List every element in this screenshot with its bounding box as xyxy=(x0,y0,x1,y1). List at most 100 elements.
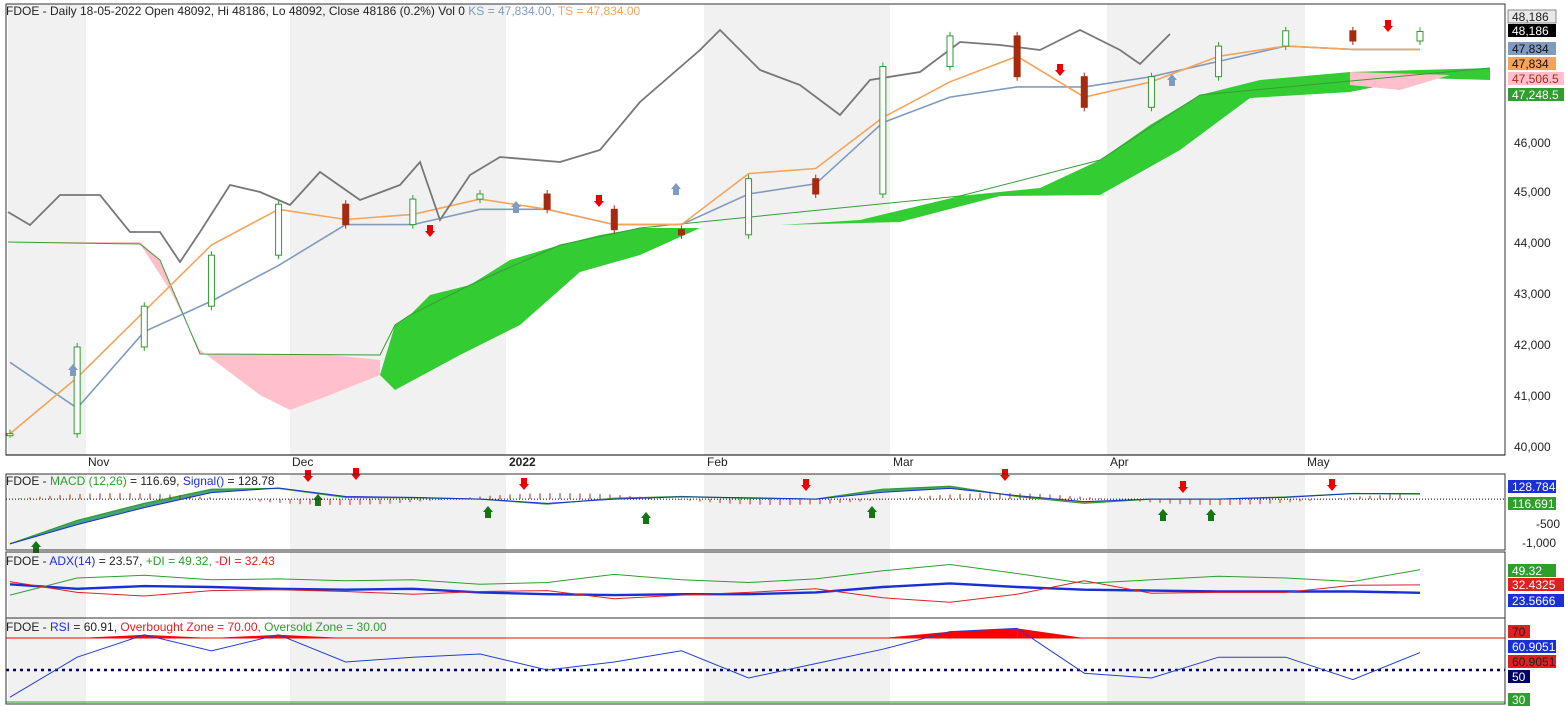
senkou-a-tag-bg xyxy=(1508,88,1564,101)
x-axis: Nov Dec 2022 Feb Mar Apr May xyxy=(88,455,1330,469)
y-tick-label: 45,000 xyxy=(1514,185,1551,199)
rsi-value-tags: 70 60.9051 60.9051 50 30 xyxy=(1508,625,1556,706)
candle-body xyxy=(1147,76,1155,108)
month-shade-band xyxy=(704,618,890,704)
ks-tag: 47,834 xyxy=(1512,42,1549,56)
last-tag-bg xyxy=(1508,24,1556,37)
sell-arrow-icon xyxy=(801,479,811,491)
close-tag: 48,186 xyxy=(1512,10,1549,24)
sell-arrow-icon xyxy=(425,225,435,237)
x-month-label: Feb xyxy=(707,455,728,469)
adx-tag: 23.5666 xyxy=(1512,594,1556,608)
buy-arrow-icon xyxy=(483,506,493,518)
month-shade-band xyxy=(8,474,86,550)
rsi-overbought-fill xyxy=(1017,628,1085,638)
rsi-panel-title: FDOE - RSI = 60.91, Overbought Zone = 70… xyxy=(6,620,387,634)
ichimoku-cloud xyxy=(7,67,1491,410)
candle-body xyxy=(275,203,283,256)
month-shade-band xyxy=(8,618,86,704)
rsi-overbought-fill xyxy=(211,634,279,638)
month-shade-band xyxy=(8,4,86,455)
y-tick-label: 44,000 xyxy=(1514,236,1551,250)
month-shade-band xyxy=(1107,552,1305,618)
buy-arrow-icon xyxy=(511,201,521,213)
price-panel-title: FDOE - Daily 18-05-2022 Open 48092, Hi 4… xyxy=(6,4,641,18)
mid-tag-bg xyxy=(1508,670,1530,683)
rsi-tag2: 60.9051 xyxy=(1512,655,1556,669)
os-tag-bg xyxy=(1508,693,1530,706)
indicator-panels xyxy=(6,485,1505,703)
y-tick-label: 42,000 xyxy=(1514,338,1551,352)
signal-tag-bg xyxy=(1508,480,1556,493)
candle-body xyxy=(745,178,753,236)
os-tag: 30 xyxy=(1512,693,1526,706)
candle-body xyxy=(543,193,551,210)
candle-body xyxy=(1416,31,1424,42)
buy-arrow-icon xyxy=(68,364,78,376)
senkou-span-line xyxy=(7,67,1491,356)
y-tick-label: 40,000 xyxy=(1514,440,1551,454)
month-shade-band xyxy=(1107,474,1305,550)
candlesticks xyxy=(6,26,1424,438)
x-year-label: 2022 xyxy=(509,455,536,469)
buy-arrow-icon xyxy=(1167,74,1177,86)
ts-tag: 47,834 xyxy=(1512,57,1549,71)
month-shade-band xyxy=(704,4,890,455)
buy-arrow-icon xyxy=(1158,509,1168,521)
sell-arrow-icon xyxy=(303,470,313,482)
rsi-overbought-fill xyxy=(77,634,145,638)
minus-di-tag: 32.4325 xyxy=(1512,578,1556,592)
mid-tag: 50 xyxy=(1512,670,1526,684)
cloud-bullish-area xyxy=(380,68,1490,390)
rsi-overbought-fill xyxy=(882,631,950,638)
adx-value-tags: 49.32 32.4325 23.5666 xyxy=(1508,564,1564,608)
cloud-bearish-area xyxy=(8,242,380,410)
x-month-label: Apr xyxy=(1110,455,1129,469)
adx-tag-bg xyxy=(1508,594,1564,607)
candle-body xyxy=(812,178,820,195)
candle-body xyxy=(409,198,417,226)
signal-line xyxy=(9,487,1421,545)
sell-arrow-icon xyxy=(1055,64,1065,76)
macd-panel-title: FDOE - MACD (12,26) = 116.69, Signal() =… xyxy=(6,474,275,488)
minus-di-tag-bg xyxy=(1508,578,1564,591)
month-shade-band xyxy=(1107,4,1305,455)
ts-legend: TS = 47,834.00 xyxy=(558,4,641,18)
ks-legend: KS = 47,834.00, xyxy=(468,4,554,18)
signal-tag: 128.784 xyxy=(1512,480,1556,494)
x-month-label: Mar xyxy=(893,455,914,469)
x-month-label: Nov xyxy=(88,455,109,469)
candle-body xyxy=(610,208,618,231)
y-tick-label: -1,000 xyxy=(1522,536,1556,550)
rsi-overbought-fill xyxy=(278,634,346,638)
ks-tag-bg xyxy=(1508,42,1556,55)
rsi-overbought-fill xyxy=(144,634,212,638)
plus-di-tag-bg xyxy=(1508,564,1556,577)
macd-value-tags: 128.784 116.691 xyxy=(1508,480,1556,511)
buy-arrow-icon xyxy=(641,512,651,524)
candle-body xyxy=(879,66,887,195)
candle-body xyxy=(140,305,148,348)
close-tag-bg xyxy=(1507,9,1557,24)
candle-body xyxy=(677,229,685,236)
x-month-label: Dec xyxy=(292,455,313,469)
sell-arrow-icon xyxy=(1000,469,1010,481)
adx-series-di-line xyxy=(9,580,1421,603)
candle-body xyxy=(6,433,14,437)
month-shade-band xyxy=(290,474,506,550)
macd-tag-bg xyxy=(1508,497,1556,510)
panel-frame xyxy=(5,473,1506,551)
candle-body xyxy=(207,254,215,307)
senkou-a-tag: 47,248.5 xyxy=(1512,88,1559,102)
senkou-b-tag-bg xyxy=(1508,72,1564,85)
macd-y-axis: -500 -1,000 xyxy=(1522,517,1560,550)
sell-arrow-icon xyxy=(1383,20,1393,32)
sell-arrow-icon xyxy=(1178,481,1188,493)
price-value-tags: 48,186 48,186 47,834 47,834 47,506.5 47,… xyxy=(1507,9,1564,102)
panel-frames xyxy=(5,3,1506,705)
candle-body xyxy=(1282,30,1290,47)
last-tag: 48,186 xyxy=(1512,24,1549,38)
panel-frame xyxy=(5,617,1506,705)
signal-arrows xyxy=(31,20,1393,553)
